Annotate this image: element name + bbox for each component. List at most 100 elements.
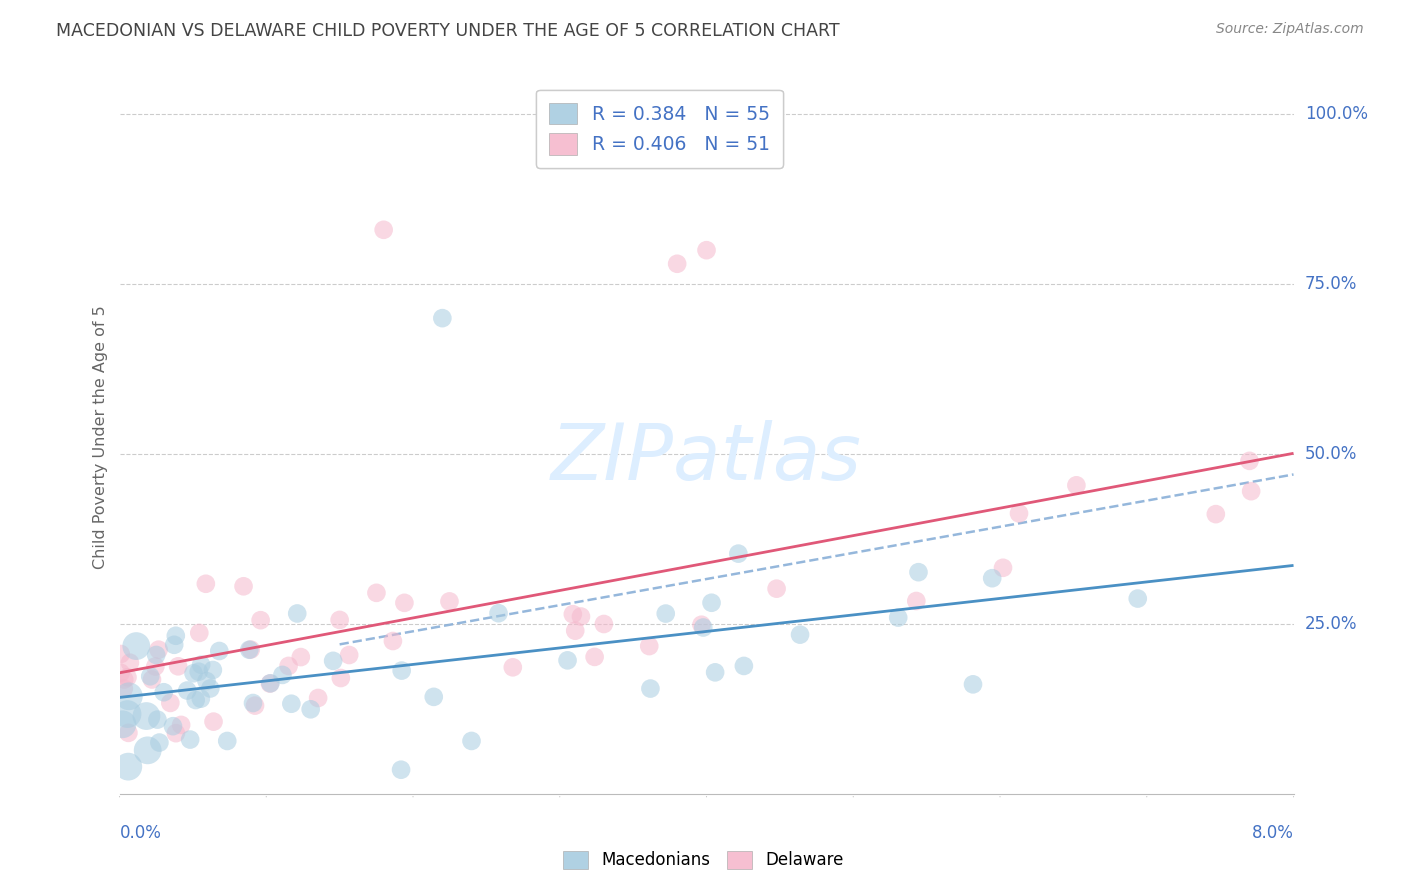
Point [159, 696, 181, 710]
Point [564, 624, 586, 638]
Point [135, 709, 157, 723]
Point [329, 613, 352, 627]
Point [112, 681, 135, 696]
Point [432, 311, 454, 326]
Point [239, 642, 262, 657]
Point [176, 683, 198, 698]
Point [243, 698, 266, 713]
Point [700, 596, 723, 610]
Point [583, 649, 606, 664]
Point [1066, 478, 1088, 492]
Point [162, 719, 184, 733]
Point [165, 629, 187, 643]
Y-axis label: Child Poverty Under the Age of 5: Child Poverty Under the Age of 5 [93, 305, 108, 569]
Point [887, 610, 910, 624]
Point [439, 594, 461, 608]
Point [143, 659, 166, 673]
Point [117, 726, 139, 740]
Point [654, 607, 676, 621]
Point [692, 620, 714, 634]
Point [184, 693, 207, 707]
Point [136, 743, 159, 757]
Point [259, 676, 281, 690]
Point [307, 691, 329, 706]
Point [118, 656, 141, 670]
Point [170, 718, 193, 732]
Point [1008, 507, 1031, 521]
Text: MACEDONIAN VS DELAWARE CHILD POVERTY UNDER THE AGE OF 5 CORRELATION CHART: MACEDONIAN VS DELAWARE CHILD POVERTY UND… [56, 22, 839, 40]
Point [488, 606, 510, 620]
Point [183, 666, 205, 681]
Point [1205, 507, 1227, 521]
Point [666, 257, 689, 271]
Point [299, 702, 322, 716]
Point [322, 654, 344, 668]
Point [118, 690, 141, 704]
Point [789, 627, 811, 641]
Point [117, 759, 139, 773]
Point [146, 713, 169, 727]
Point [208, 644, 231, 658]
Point [145, 648, 167, 662]
Legend: R = 0.384   N = 55, R = 0.406   N = 51: R = 0.384 N = 55, R = 0.406 N = 51 [536, 90, 783, 168]
Point [389, 763, 412, 777]
Point [557, 653, 579, 667]
Text: 50.0%: 50.0% [1305, 445, 1357, 463]
Point [280, 697, 302, 711]
Point [190, 657, 212, 672]
Point [125, 639, 148, 653]
Point [690, 617, 713, 632]
Point [373, 223, 395, 237]
Point [190, 691, 212, 706]
Point [249, 613, 271, 627]
Point [242, 696, 264, 710]
Point [163, 638, 186, 652]
Point [592, 617, 614, 632]
Point [640, 681, 662, 696]
Point [905, 594, 928, 608]
Point [117, 707, 139, 722]
Text: 25.0%: 25.0% [1305, 615, 1357, 633]
Point [704, 665, 727, 680]
Point [167, 659, 190, 673]
Point [152, 685, 174, 699]
Point [195, 673, 218, 688]
Point [907, 565, 929, 579]
Text: Source: ZipAtlas.com: Source: ZipAtlas.com [1216, 22, 1364, 37]
Point [148, 642, 170, 657]
Text: ZIPatlas: ZIPatlas [551, 420, 862, 497]
Point [201, 663, 224, 677]
Text: 75.0%: 75.0% [1305, 275, 1357, 293]
Point [141, 673, 163, 687]
Legend: Macedonians, Delaware: Macedonians, Delaware [553, 840, 853, 880]
Point [569, 609, 592, 624]
Point [381, 634, 404, 648]
Point [1239, 454, 1261, 468]
Point [733, 659, 755, 673]
Point [391, 664, 413, 678]
Point [112, 673, 135, 687]
Point [202, 714, 225, 729]
Point [394, 596, 416, 610]
Point [117, 670, 139, 684]
Text: 0.0%: 0.0% [120, 824, 162, 842]
Point [194, 576, 217, 591]
Point [638, 639, 661, 653]
Point [962, 677, 984, 691]
Point [991, 561, 1014, 575]
Point [329, 671, 352, 685]
Point [187, 665, 209, 679]
Point [290, 650, 312, 665]
Text: 8.0%: 8.0% [1251, 824, 1294, 842]
Point [285, 607, 308, 621]
Point [165, 726, 187, 740]
Point [277, 659, 299, 673]
Text: 100.0%: 100.0% [1305, 105, 1368, 123]
Point [366, 586, 388, 600]
Point [259, 676, 281, 690]
Point [238, 642, 260, 657]
Point [232, 579, 254, 593]
Point [727, 547, 749, 561]
Point [502, 660, 524, 674]
Point [139, 669, 162, 683]
